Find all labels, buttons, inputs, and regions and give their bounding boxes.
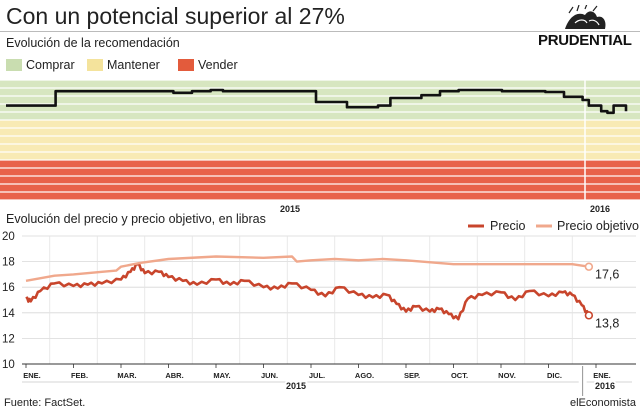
legend-swatch-mantener (87, 59, 103, 71)
legend-label-comprar: Comprar (26, 58, 75, 72)
page-title: Con un potencial superior al 27% (6, 3, 345, 29)
y-tick-label: 18 (2, 257, 15, 269)
recommendation-chart: 2015 2016 (0, 78, 640, 212)
band-mantener-stripe (0, 144, 640, 152)
x-tick-label: SEP. (404, 371, 420, 380)
precio-objetivo-line (25, 255, 590, 282)
precio-objetivo-end-label: 17,6 (595, 268, 619, 282)
x-tick-label: AGO. (355, 371, 374, 380)
x-tick-label: FEB. (71, 371, 88, 380)
price-chart: 10 12 14 16 18 20 ENE. FEB. MAR. ABR. MAY. JUN. JUL.… (2, 219, 639, 396)
legend-label-precio: Precio (490, 219, 525, 233)
year-label-2015: 2015 (280, 204, 300, 212)
band-mantener-stripe (0, 128, 640, 136)
band-comprar-stripe (0, 88, 640, 96)
precio-end-label: 13,8 (595, 316, 619, 330)
recommendation-line (6, 88, 628, 115)
y-tick-label: 10 (2, 359, 15, 371)
x-tick-label: JUN. (261, 371, 278, 380)
x-tick-label: MAY. (213, 371, 230, 380)
y-tick-label: 20 (2, 231, 15, 243)
legend-swatch-comprar (6, 59, 22, 71)
band-comprar-stripe (0, 112, 640, 120)
year-label-2015: 2015 (286, 381, 306, 391)
band-vender-stripe (0, 160, 640, 168)
legend-swatch-vender (178, 59, 194, 71)
title-divider (0, 31, 640, 32)
band-mantener-stripe (0, 152, 640, 160)
band-vender-stripe (0, 184, 640, 192)
x-tick-label: OCT. (451, 371, 468, 380)
y-tick-label: 12 (2, 333, 15, 345)
x-tick-label: ENE. (593, 371, 611, 380)
legend-label-mantener: Mantener (107, 58, 160, 72)
precio-line (25, 262, 591, 321)
band-vender-stripe (0, 168, 640, 176)
x-tick-label: MAR. (117, 371, 136, 380)
legend-label-vender: Vender (198, 58, 238, 72)
publisher-name: elEconomista (569, 397, 636, 409)
band-mantener-stripe (0, 120, 640, 128)
band-vender-stripe (0, 192, 640, 200)
x-tick-label: ABR. (165, 371, 183, 380)
recommendation-chart-title: Evolución de la recomendación (6, 36, 180, 50)
brand-name: PRUDENTIAL (538, 32, 632, 49)
x-tick-label: JUL. (309, 371, 325, 380)
y-tick-label: 16 (2, 282, 15, 294)
year-label-2016: 2016 (595, 381, 615, 391)
band-comprar-stripe (0, 104, 640, 112)
x-tick-label: NOV. (498, 371, 516, 380)
precio-end-marker (584, 311, 594, 320)
y-tick-label: 14 (2, 308, 15, 320)
year-label-2016: 2016 (590, 204, 610, 212)
precio-objetivo-end-marker (584, 262, 594, 271)
price-chart-title: Evolución del precio y precio objetivo, … (6, 212, 266, 226)
band-comprar-stripe (0, 80, 640, 88)
x-tick-label: ENE. (23, 371, 41, 380)
rock-of-gibraltar-logo-icon (565, 5, 606, 29)
x-tick-label: DIC. (547, 371, 562, 380)
band-comprar-stripe (0, 96, 640, 104)
legend-label-precio-objetivo: Precio objetivo (557, 219, 639, 233)
band-mantener-stripe (0, 136, 640, 144)
source-note: Fuente: FactSet. (4, 397, 86, 409)
band-vender-stripe (0, 176, 640, 184)
